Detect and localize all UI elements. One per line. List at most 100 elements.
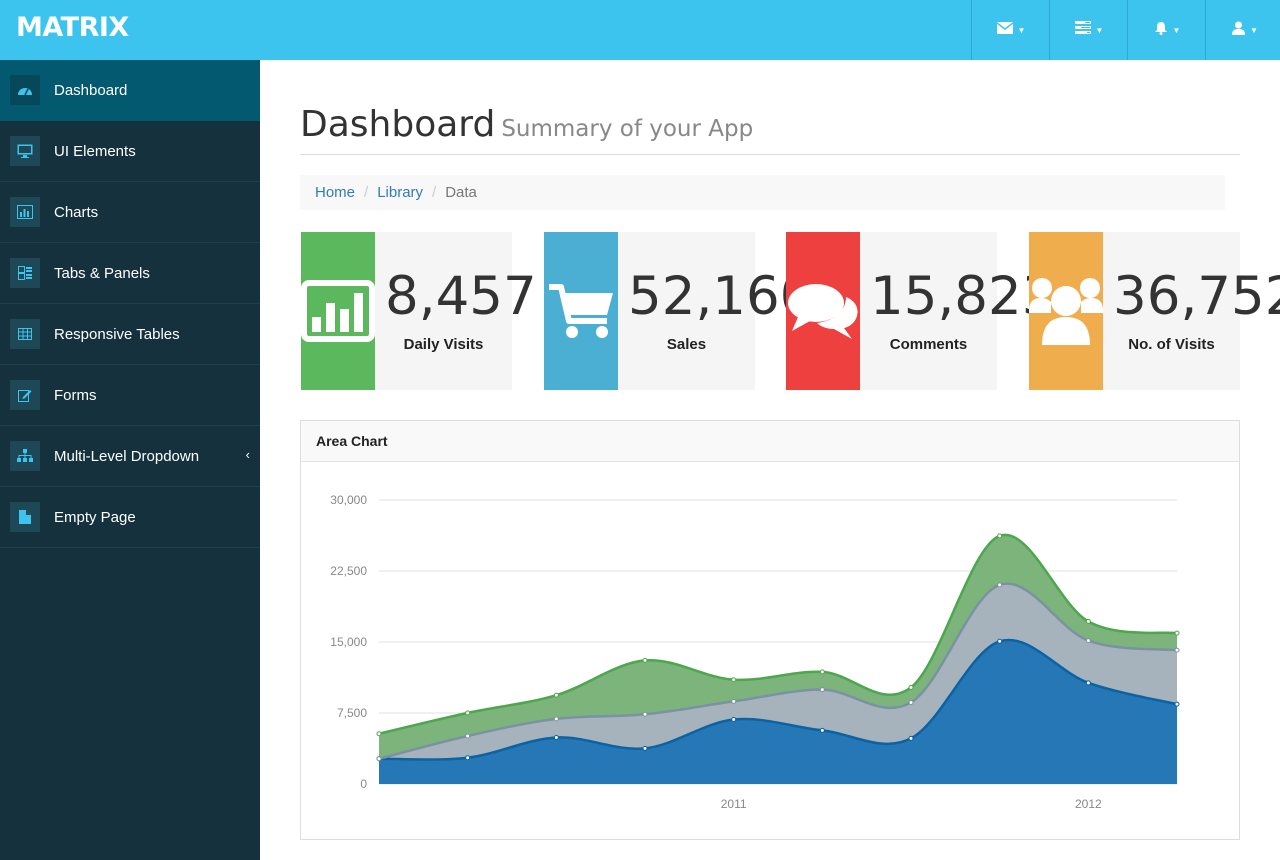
data-point [819, 687, 825, 693]
sidebar-item-empty-page[interactable]: Empty Page [0, 487, 260, 548]
data-point [1174, 701, 1180, 707]
top-navbar: MATRIX ▼ ▼ ▼ ▼ [0, 0, 1280, 60]
stat-label: Sales [666, 336, 707, 353]
data-point [642, 711, 648, 717]
alerts-dropdown-button[interactable]: ▼ [1127, 0, 1206, 60]
data-point [819, 727, 825, 733]
sidebar-item-multi-level-dropdown[interactable]: Multi-Level Dropdown ‹ [0, 426, 260, 487]
data-point [553, 716, 559, 722]
data-point [731, 698, 737, 704]
data-point [997, 533, 1003, 539]
sidebar-item-dashboard[interactable]: Dashboard [0, 60, 260, 121]
breadcrumb-library-link[interactable]: Library [377, 184, 424, 201]
users-icon [1029, 232, 1103, 390]
sidebar-item-label: Dashboard [54, 81, 128, 99]
user-dropdown-button[interactable]: ▼ [1205, 0, 1280, 60]
stat-value: 8,457 [385, 266, 537, 327]
data-point [465, 710, 471, 716]
series-line-green [378, 533, 1178, 735]
y-tick-label: 22,500 [330, 564, 367, 578]
breadcrumb-separator: / [432, 184, 437, 201]
table-icon [10, 319, 40, 349]
breadcrumb-home-link[interactable]: Home [315, 184, 356, 201]
sidebar-item-ui-elements[interactable]: UI Elements [0, 121, 260, 182]
messages-dropdown-button[interactable]: ▼ [971, 0, 1050, 60]
monitor-icon [10, 136, 40, 166]
area-fill-blue [379, 639, 1177, 784]
series-line-blue [378, 638, 1178, 761]
y-tick-label: 15,000 [330, 635, 367, 649]
breadcrumb: Home / Library / Data [300, 175, 1225, 210]
page-title: Dashboard [300, 104, 496, 145]
caret-down-icon: ▼ [1095, 25, 1104, 35]
data-point [1085, 680, 1091, 686]
data-point [1174, 630, 1180, 636]
stat-card-sales: 52,160 Sales [544, 232, 813, 390]
edit-icon [10, 380, 40, 410]
bell-icon [1154, 21, 1168, 40]
data-point [465, 733, 471, 739]
data-point [642, 657, 648, 663]
page-subtitle: Summary of your App [501, 116, 754, 142]
stat-label: No. of Visits [1128, 336, 1215, 353]
area-chart-panel: Area Chart 0 7,500 15,000 22,500 30,000 2011 2… [300, 420, 1240, 840]
comments-icon [786, 232, 860, 390]
x-tick-label: 2011 [721, 797, 747, 811]
sidebar-item-responsive-tables[interactable]: Responsive Tables [0, 304, 260, 365]
stat-card-comments: 15,823 Comments [786, 232, 1055, 390]
stat-value: 52,160 [628, 266, 814, 327]
envelope-icon [996, 21, 1013, 39]
user-icon [1232, 21, 1246, 40]
x-tick-label: 2012 [1075, 797, 1102, 811]
stat-label: Daily Visits [403, 336, 484, 353]
data-point [908, 684, 914, 690]
panel-title: Area Chart [301, 421, 1239, 462]
sidebar-item-charts[interactable]: Charts [0, 182, 260, 243]
sidebar-item-label: Empty Page [54, 508, 136, 526]
series-line-grey [378, 582, 1178, 760]
stat-card-visits: 36,752 No. of Visits [1029, 232, 1280, 390]
sidebar-item-tabs-panels[interactable]: Tabs & Panels [0, 243, 260, 304]
chevron-left-icon[interactable]: ‹ [245, 447, 250, 462]
data-point [465, 755, 471, 761]
main-content: Dashboard Summary of your App Home / Libr… [260, 60, 1280, 860]
y-tick-label: 0 [360, 777, 367, 791]
data-point [908, 735, 914, 741]
data-point [731, 677, 737, 683]
area-chart: 0 7,500 15,000 22,500 30,000 2011 2012 [330, 493, 1180, 811]
breadcrumb-current: Data [445, 184, 477, 201]
file-icon [10, 502, 40, 532]
sidebar-item-label: UI Elements [54, 142, 136, 160]
data-point [908, 699, 914, 705]
sidebar-item-label: Forms [54, 386, 97, 404]
data-point [1174, 647, 1180, 653]
caret-down-icon: ▼ [1172, 25, 1181, 35]
data-point [731, 717, 737, 723]
stat-label: Comments [889, 336, 968, 353]
data-point [997, 582, 1003, 588]
data-point [997, 638, 1003, 644]
bar-chart-icon [301, 232, 375, 390]
sitemap-icon [10, 441, 40, 471]
brand-logo[interactable]: MATRIX [16, 12, 129, 43]
shopping-cart-icon [544, 232, 618, 390]
sidebar-item-label: Responsive Tables [54, 325, 180, 343]
data-point [376, 731, 382, 737]
stat-value: 36,752 [1113, 266, 1280, 327]
data-point [553, 692, 559, 698]
dashboard-icon [10, 75, 40, 105]
sidebar-item-label: Multi-Level Dropdown [54, 447, 200, 465]
tasks-dropdown-button[interactable]: ▼ [1049, 0, 1128, 60]
data-point [1085, 638, 1091, 644]
tasks-icon [1074, 21, 1091, 39]
sidebar-item-forms[interactable]: Forms [0, 365, 260, 426]
data-point [642, 745, 648, 751]
y-tick-label: 30,000 [330, 493, 367, 507]
caret-down-icon: ▼ [1017, 25, 1026, 35]
caret-down-icon: ▼ [1250, 25, 1258, 35]
stat-value: 15,823 [870, 266, 1056, 327]
sidebar-item-label: Charts [54, 203, 99, 221]
page-header: Dashboard Summary of your App [300, 104, 1240, 155]
data-point [819, 669, 825, 675]
sidebar-nav: Dashboard UI Elements Charts Tabs & Pane… [0, 60, 260, 860]
